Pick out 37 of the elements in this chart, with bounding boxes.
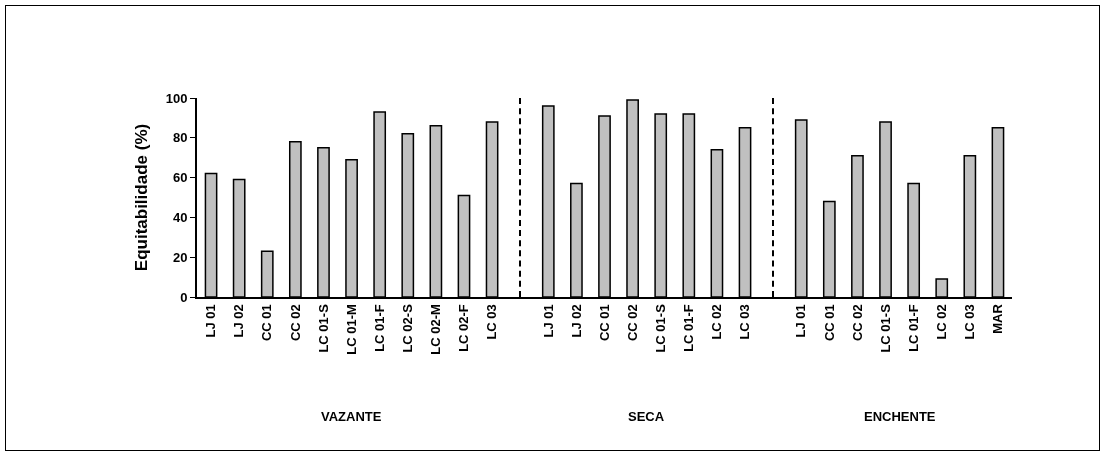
y-axis-title: Equitabilidade (%) [131,123,151,272]
y-tick-label: 40 [172,209,188,225]
x-tick-label: CC 01 [596,304,612,342]
y-tick-label: 100 [165,90,188,106]
y-tick-label: 80 [172,130,188,146]
x-tick-label: LC 02 [933,304,949,340]
y-tick-label: 20 [172,249,188,265]
x-tick-label: CC 01 [821,304,837,342]
x-tick-label: LJ 02 [568,304,584,338]
x-tick-label: LC 01-F [371,304,387,352]
x-tick-label: LC 03 [484,304,500,340]
x-tick-label: CC 02 [624,304,640,342]
x-tick-label: LC 02 [709,304,725,340]
x-tick-label: LC 02-F [456,304,472,352]
x-tick-label: LC 01-S [877,303,893,353]
x-tick-label: LJ 02 [231,304,247,338]
text: VAZANTE [321,409,382,424]
x-tick-label: LC 03 [737,304,753,340]
x-tick-label: LJ 01 [203,304,219,338]
x-tick-label: LC 01-F [905,304,921,352]
x-tick-label: CC 02 [287,304,303,342]
x-tick-label: LC 01-M [343,304,359,355]
x-tick-label: LC 01-S [315,303,331,353]
x-tick-label: LJ 01 [793,304,809,338]
x-tick-label: LJ 01 [540,304,556,338]
x-tick-label: LC 02-M [428,304,444,355]
x-tick-label: LC 01-F [681,304,697,352]
text: SECA [628,409,665,424]
y-tick-label: 0 [180,289,188,305]
text: ENCHENTE [864,409,936,424]
x-tick-label: CC 01 [259,304,275,342]
x-tick-label: LC 01-S [652,303,668,353]
x-tick-label: CC 02 [849,304,865,342]
x-tick-label: LC 03 [962,304,978,340]
x-tick-label: LC 02-S [400,303,416,353]
x-tick-label: MAR [990,303,1006,334]
y-tick-label: 60 [172,170,188,186]
